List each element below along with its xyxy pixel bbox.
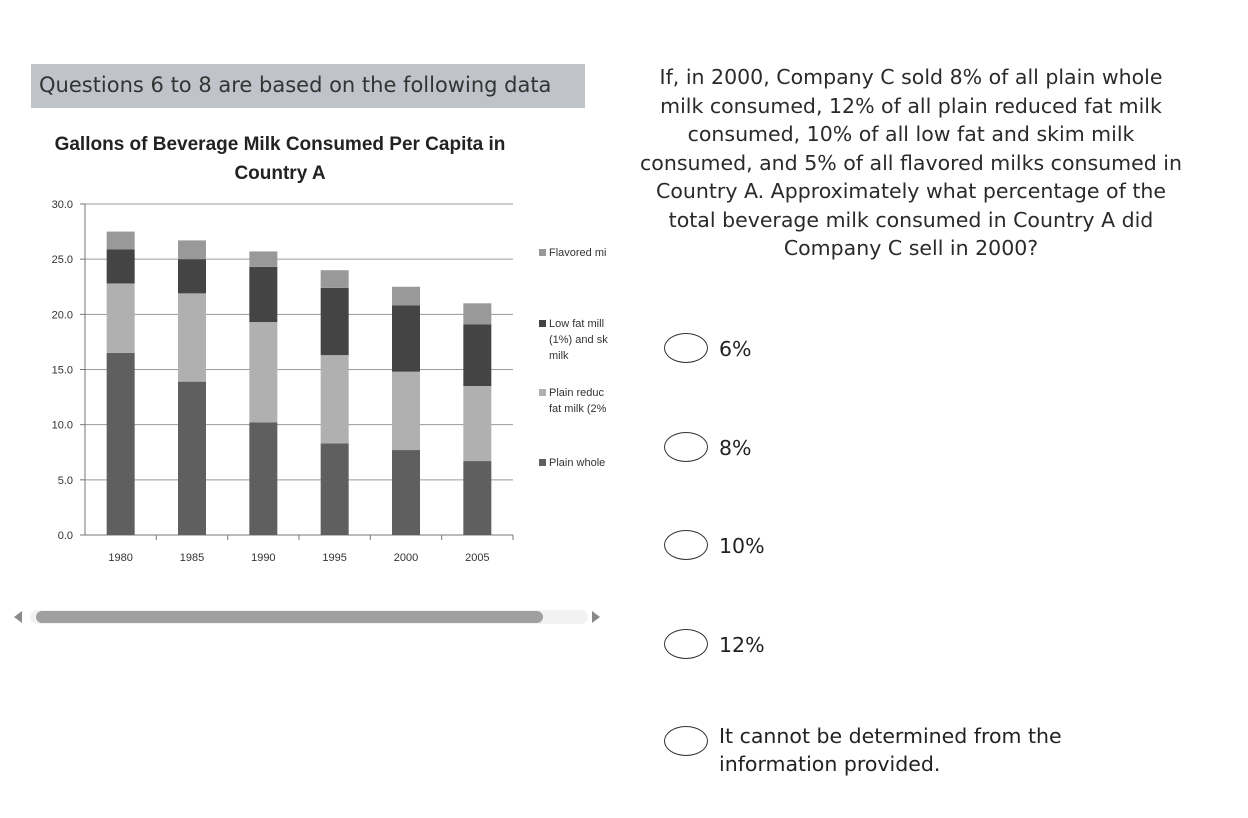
y-tick-label: 25.0 — [52, 254, 73, 266]
legend-swatch — [539, 389, 546, 396]
x-tick-label: 1995 — [322, 552, 346, 564]
bar-segment — [106, 249, 135, 284]
chart-title: Gallons of Beverage Milk Consumed Per Ca… — [20, 130, 540, 188]
option-3[interactable]: 10% — [664, 530, 765, 560]
bar-segment — [106, 352, 135, 535]
section-header-text: Questions 6 to 8 are based on the follow… — [39, 73, 552, 97]
x-tick-label: 1990 — [251, 552, 275, 564]
legend-swatch — [539, 320, 546, 327]
scroll-thumb[interactable] — [36, 611, 543, 623]
y-tick-label: 10.0 — [52, 420, 73, 432]
x-tick-label: 2000 — [394, 552, 418, 564]
bar-segment — [106, 231, 135, 250]
legend-label: milk — [549, 350, 569, 362]
option-label: 6% — [719, 337, 752, 361]
bar-segment — [178, 240, 206, 260]
horizontal-scrollbar[interactable] — [6, 606, 608, 628]
y-tick-label: 5.0 — [58, 475, 73, 487]
legend-clip — [612, 240, 620, 490]
x-tick-label: 1980 — [108, 552, 132, 564]
bar-segment — [392, 450, 420, 535]
legend-label: (1%) and sk — [549, 334, 608, 346]
question-text: If, in 2000, Company C sold 8% of all pl… — [640, 65, 1182, 260]
section-header: Questions 6 to 8 are based on the follow… — [31, 64, 585, 108]
scroll-left-arrow-icon[interactable] — [14, 611, 22, 623]
option-label: It cannot be determined from the informa… — [719, 724, 1062, 776]
legend-swatch — [539, 459, 546, 466]
option-2[interactable]: 8% — [664, 432, 752, 462]
bar-segment — [178, 259, 206, 294]
option-label: 10% — [719, 534, 765, 558]
bar-segment — [320, 443, 349, 535]
stacked-bar-chart: 0.0 5.0 10.0 15.0 20.0 25.0 30.0 1980 1985 1990 19… — [52, 199, 620, 564]
bar-segment — [463, 386, 492, 462]
legend-label: Flavored mi — [549, 247, 606, 259]
legend-label: Low fat mill — [549, 318, 604, 330]
bar-segment — [463, 324, 492, 387]
y-tick-label: 30.0 — [52, 199, 73, 211]
bar-segment — [392, 286, 420, 306]
legend-label: Plain reduc — [549, 387, 605, 399]
bar-segment — [249, 422, 278, 535]
bar-segment — [249, 251, 278, 267]
bar-segment — [392, 305, 420, 372]
y-tick-label: 0.0 — [58, 530, 73, 542]
bar-segment — [320, 355, 349, 444]
scroll-right-arrow-icon[interactable] — [592, 611, 600, 623]
bar-segment — [320, 270, 349, 288]
radio-button[interactable] — [664, 333, 708, 363]
radio-button[interactable] — [664, 432, 708, 462]
legend-swatch — [539, 249, 546, 256]
chart-title-line-1: Gallons of Beverage Milk Consumed Per Ca… — [54, 134, 506, 155]
bar-segment — [178, 381, 206, 535]
x-tick-label: 1985 — [180, 552, 204, 564]
radio-button[interactable] — [664, 629, 708, 659]
bar-segment — [463, 303, 492, 325]
bar-segment — [249, 266, 278, 323]
bar-segment — [249, 322, 278, 423]
option-label: 8% — [719, 436, 752, 460]
y-tick-label: 15.0 — [52, 365, 73, 377]
bar-segment — [178, 293, 206, 382]
radio-button[interactable] — [664, 726, 708, 756]
chart-title-line-2: Country A — [234, 163, 326, 184]
x-tick-label: 2005 — [465, 552, 489, 564]
option-label: 12% — [719, 633, 765, 657]
bar-segment — [392, 371, 420, 451]
legend-label: Plain whole — [549, 457, 605, 469]
bar-segment — [463, 461, 492, 535]
option-1[interactable]: 6% — [664, 333, 752, 363]
radio-button[interactable] — [664, 530, 708, 560]
y-tick-label: 20.0 — [52, 309, 73, 321]
bar-segment — [320, 287, 349, 356]
bar-segment — [106, 283, 135, 353]
option-4[interactable]: 12% — [664, 629, 765, 659]
legend-label: fat milk (2% — [549, 403, 607, 415]
option-5[interactable]: It cannot be determined from the informa… — [664, 722, 1084, 778]
